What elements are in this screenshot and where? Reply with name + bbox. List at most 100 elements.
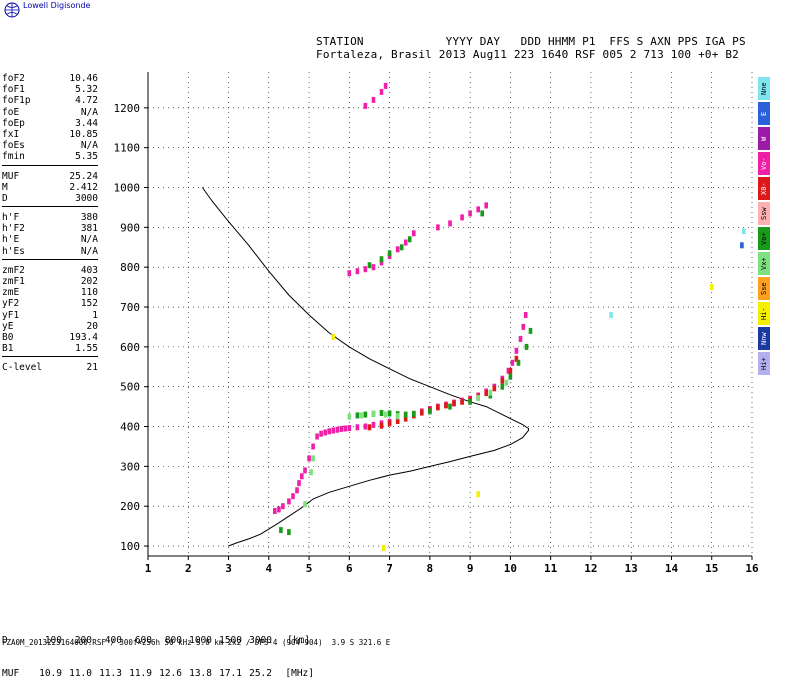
echo-point — [281, 503, 285, 510]
echo-point — [355, 268, 360, 275]
parameter-value: 5.35 — [75, 151, 98, 163]
parameter-row: h'F 380 — [2, 212, 98, 223]
legend-swatch: E — [758, 102, 770, 125]
echo-point — [347, 413, 352, 420]
echo-point — [347, 425, 352, 432]
echo-point — [371, 421, 376, 428]
x-tick-label: 12 — [584, 562, 597, 575]
y-tick-label: 100 — [120, 540, 140, 553]
x-tick-label: 16 — [745, 562, 759, 575]
muf-value: 12.6 — [159, 668, 182, 679]
parameter-row: B0 193.4 — [2, 332, 98, 343]
parameter-row: MUF 25.24 — [2, 171, 98, 182]
echo-point — [327, 428, 331, 435]
y-tick-label: 300 — [120, 460, 140, 473]
x-tick-label: 10 — [504, 562, 517, 575]
parameter-divider — [2, 164, 98, 171]
parameter-name: zmF2 — [2, 264, 25, 276]
parameter-row: fmin 5.35 — [2, 151, 98, 162]
parameter-value: 202 — [80, 276, 98, 287]
parameter-name: foF1 — [2, 84, 25, 96]
echo-point — [468, 210, 472, 217]
echo-point — [448, 220, 452, 227]
echo-point — [506, 367, 511, 374]
y-tick-label: 600 — [120, 341, 140, 354]
echo-point — [363, 423, 368, 430]
parameter-value: 5.32 — [75, 84, 98, 96]
echo-point — [516, 359, 521, 366]
echo-point — [510, 359, 515, 366]
echo-point — [500, 377, 505, 384]
echo-point — [508, 373, 513, 380]
distance-value: 100 — [44, 635, 62, 646]
muf-value: 11.3 — [99, 668, 122, 679]
parameter-name: h'Es — [2, 245, 25, 257]
echo-point — [740, 242, 744, 249]
echo-point — [371, 410, 376, 417]
echo-point — [428, 408, 432, 415]
parameter-row: yE 20 — [2, 321, 98, 332]
echo-point — [315, 433, 319, 440]
parameter-row: zmE 110 — [2, 287, 98, 298]
echo-point — [508, 367, 513, 374]
legend-swatch: W — [758, 127, 770, 150]
parameter-name: h'F — [2, 212, 20, 224]
echo-point — [448, 403, 452, 410]
header-values: Fortaleza, Brasil 2013 Aug11 223 1640 RS… — [316, 48, 739, 61]
parameter-name: foE — [2, 106, 20, 118]
distance-value: 3000 — [249, 635, 272, 646]
echo-point — [383, 411, 388, 418]
echo-point — [367, 424, 372, 431]
parameter-table: foF2 10.46 foF1 5.32 foF1p 4.72 foE N/A foEp 3.44… — [2, 73, 98, 374]
legend-swatch: Nne — [758, 77, 770, 100]
echo-point — [303, 467, 307, 474]
echo-point — [420, 409, 424, 416]
parameter-row: h'Es N/A — [2, 246, 98, 257]
muf-value: 11.9 — [129, 668, 152, 679]
parameter-name: fmin — [2, 151, 25, 163]
echo-point — [311, 455, 315, 462]
echo-point — [488, 389, 493, 396]
muf-value: 25.2 — [249, 668, 272, 679]
parameter-value: 110 — [80, 287, 98, 299]
echo-point — [339, 425, 344, 432]
x-tick-label: 2 — [185, 562, 192, 575]
echo-point — [412, 230, 416, 237]
echo-point — [387, 410, 392, 417]
parameter-row: foEs N/A — [2, 140, 98, 151]
legend-swatch: Sse — [758, 277, 770, 300]
parameter-value: N/A — [80, 140, 98, 152]
echo-point — [524, 343, 529, 350]
echo-point — [436, 224, 440, 231]
parameter-row: h'E N/A — [2, 234, 98, 245]
echo-point — [363, 411, 368, 418]
y-tick-label: 900 — [120, 221, 140, 234]
echo-point — [291, 493, 295, 500]
parameter-row: h'F2 381 — [2, 223, 98, 234]
echo-point — [484, 202, 488, 209]
parameter-row: C-level 21 — [2, 362, 98, 373]
x-tick-label: 1 — [145, 562, 152, 575]
file-info: FZA0M_2013223164000.RSF / 300f×256h 50 k… — [2, 638, 391, 647]
legend-swatch: Vo- — [758, 152, 770, 175]
parameter-row: foE N/A — [2, 107, 98, 118]
x-tick-label: 4 — [265, 562, 272, 575]
echo-point — [412, 410, 416, 417]
echo-point — [709, 284, 714, 291]
legend-swatch: X0- — [758, 177, 770, 200]
muf-value: 17.1 — [219, 668, 242, 679]
brand-name: Lowell Digisonde — [23, 1, 91, 10]
parameter-divider — [2, 356, 98, 362]
echo-point — [309, 469, 313, 476]
echo-point — [518, 335, 523, 342]
x-tick-label: 6 — [346, 562, 353, 575]
echo-point — [295, 487, 299, 494]
echo-point — [379, 259, 384, 266]
echo-point — [379, 256, 384, 263]
echo-point — [355, 424, 360, 431]
y-tick-label: 500 — [120, 381, 140, 394]
echo-point — [436, 404, 440, 411]
echo-point — [307, 455, 311, 462]
muf-label: MUF — [2, 668, 20, 679]
distance-value: 1000 — [189, 635, 212, 646]
